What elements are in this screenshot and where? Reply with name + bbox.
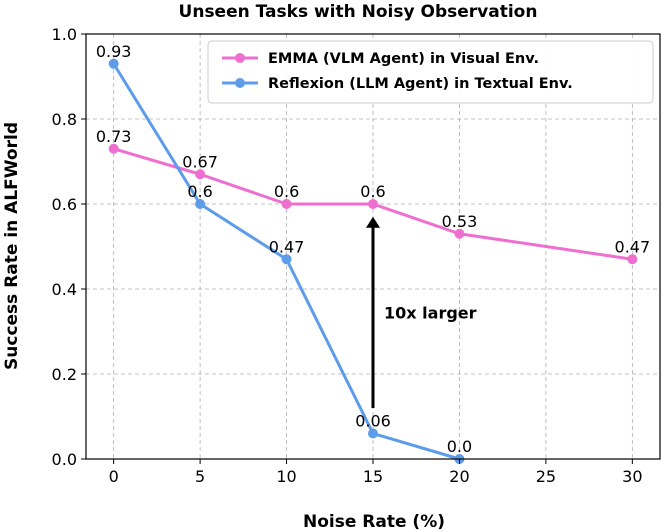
y-tick-label: 0.2 — [52, 365, 77, 384]
data-point — [281, 254, 292, 265]
x-tick-label: 15 — [363, 467, 383, 486]
y-tick-label: 0.6 — [52, 195, 77, 214]
data-point — [627, 254, 638, 265]
legend-marker — [235, 78, 245, 88]
data-point — [195, 199, 206, 209]
y-axis-label: Success Rate in ALFWorld — [2, 122, 22, 370]
data-label: 0.0 — [447, 437, 472, 456]
data-label: 0.67 — [182, 152, 218, 171]
data-point — [368, 428, 378, 439]
y-tick-label: 0.4 — [52, 280, 77, 299]
legend-marker — [235, 53, 245, 63]
annotation-arrow-head — [366, 216, 380, 228]
y-tick-label: 1.0 — [52, 25, 77, 44]
data-label: 0.53 — [442, 212, 478, 231]
data-label: 0.47 — [269, 237, 305, 256]
x-tick-label: 10 — [276, 467, 296, 486]
data-label: 0.73 — [96, 127, 132, 146]
data-point — [368, 199, 378, 209]
legend-label: Reflexion (LLM Agent) in Textual Env. — [268, 76, 573, 92]
data-label: 0.6 — [360, 182, 385, 201]
chart-title: Unseen Tasks with Noisy Observation — [179, 2, 538, 22]
data-label: 0.47 — [615, 237, 651, 256]
annotation-text: 10x larger — [384, 303, 477, 322]
legend-label: EMMA (VLM Agent) in Visual Env. — [268, 51, 539, 67]
data-label: 0.93 — [96, 42, 132, 61]
x-tick-label: 25 — [536, 467, 556, 486]
x-tick-label: 20 — [449, 467, 469, 486]
data-point — [108, 58, 119, 69]
x-tick-label: 0 — [109, 467, 119, 486]
data-label: 0.6 — [274, 182, 299, 201]
y-tick-label: 0.0 — [52, 450, 77, 469]
x-tick-label: 5 — [195, 467, 205, 486]
data-label: 0.6 — [187, 182, 212, 201]
legend-box — [207, 40, 654, 104]
y-tick-label: 0.8 — [52, 110, 77, 129]
data-point — [281, 199, 292, 209]
data-point — [195, 169, 206, 180]
series-line-0 — [113, 147, 633, 261]
x-axis-label: Noise Rate (%) — [303, 512, 445, 532]
data-label: 0.06 — [355, 412, 391, 431]
x-tick-label: 30 — [622, 467, 642, 486]
data-point — [454, 228, 465, 239]
data-point — [108, 143, 119, 154]
